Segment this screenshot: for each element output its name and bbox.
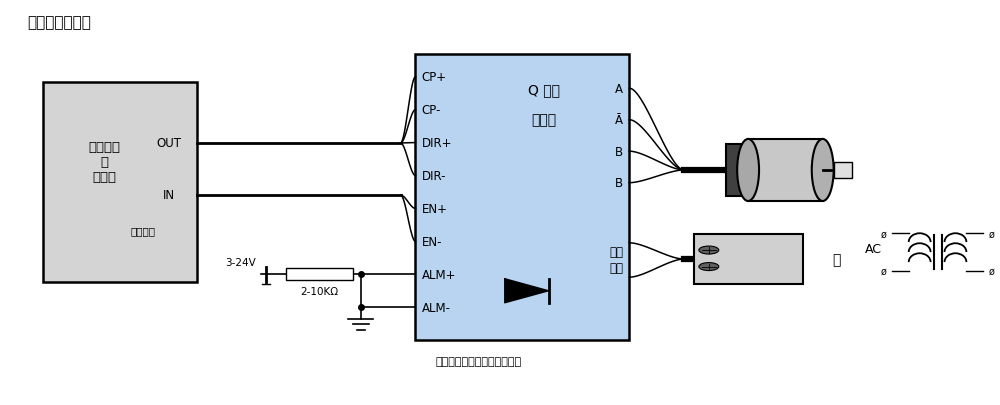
FancyBboxPatch shape: [726, 144, 748, 197]
Text: DIR-: DIR-: [421, 170, 446, 183]
Text: OUT: OUT: [156, 137, 181, 150]
Text: 或: 或: [832, 252, 840, 266]
Circle shape: [699, 263, 719, 271]
FancyBboxPatch shape: [834, 162, 852, 179]
Text: 电源: 电源: [609, 246, 623, 259]
Text: DC: DC: [750, 242, 769, 255]
Text: 3-24V: 3-24V: [226, 258, 256, 267]
Text: DIR+: DIR+: [421, 137, 452, 150]
Text: 【接线示意图】: 【接线示意图】: [28, 15, 92, 30]
Text: B: B: [615, 145, 623, 158]
Circle shape: [699, 246, 719, 254]
FancyBboxPatch shape: [43, 83, 197, 282]
Text: 驱动器: 驱动器: [531, 113, 556, 128]
Bar: [748, 140, 823, 202]
Text: EN+: EN+: [421, 202, 447, 215]
Text: 控制电源: 控制电源: [130, 226, 155, 235]
Text: CP-: CP-: [421, 104, 441, 117]
Text: Q 系列: Q 系列: [528, 83, 560, 97]
Text: ø: ø: [881, 266, 887, 276]
Text: ø: ø: [988, 266, 994, 276]
Polygon shape: [505, 279, 549, 303]
Ellipse shape: [812, 140, 834, 202]
FancyBboxPatch shape: [286, 269, 353, 281]
Text: ALM+: ALM+: [421, 268, 456, 281]
FancyBboxPatch shape: [694, 234, 803, 284]
Text: 输入: 输入: [609, 262, 623, 275]
Text: 2-10KΩ: 2-10KΩ: [300, 287, 339, 296]
Text: EN-: EN-: [421, 235, 442, 248]
Ellipse shape: [737, 140, 759, 202]
Text: AC: AC: [864, 243, 881, 256]
Text: B̄: B̄: [615, 177, 623, 190]
FancyBboxPatch shape: [415, 55, 629, 340]
Text: ø: ø: [881, 229, 887, 239]
Text: 正常光耦导通，报警光耦截止: 正常光耦导通，报警光耦截止: [435, 356, 521, 366]
Text: 数控系统
或
控制器: 数控系统 或 控制器: [88, 141, 120, 184]
Text: ALM-: ALM-: [421, 301, 450, 314]
Text: 开关电源: 开关电源: [746, 262, 774, 275]
Text: A: A: [615, 83, 623, 96]
Text: ø: ø: [988, 229, 994, 239]
Text: CP+: CP+: [421, 71, 447, 84]
Text: IN: IN: [163, 189, 175, 202]
Text: Ā: Ā: [615, 114, 623, 127]
